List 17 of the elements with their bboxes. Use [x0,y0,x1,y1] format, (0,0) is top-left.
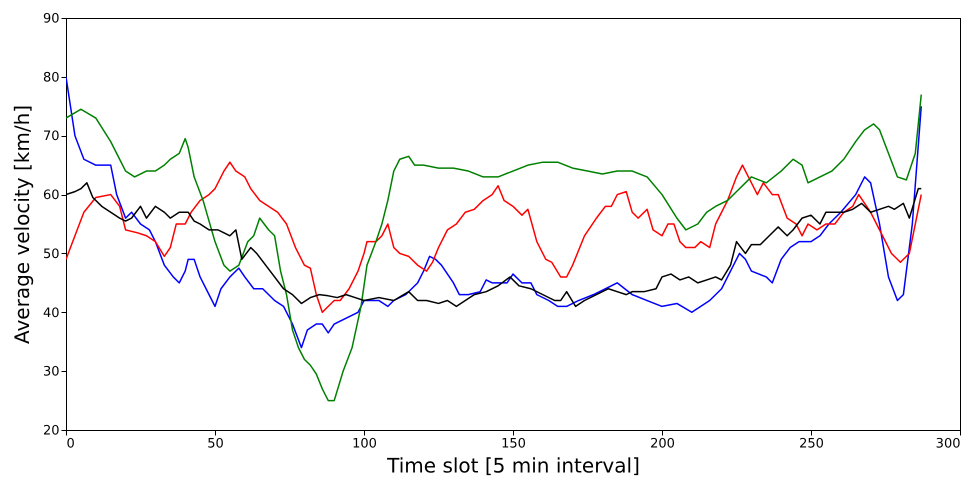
x-tick-label: 100 [352,436,377,452]
x-tick-label: 0 [66,436,75,452]
y-tick-label: 50 [42,246,60,262]
y-axis-title: Average velocity [km/h] [10,104,34,344]
y-tick-label: 20 [42,424,60,438]
y-tick-label: 80 [42,70,60,86]
y-tick-label: 90 [42,12,60,26]
y-tick-label: 70 [42,129,60,144]
y-tick-label: 40 [42,306,60,321]
x-tick-label: 300 [936,436,960,452]
y-tick-label: 60 [42,188,60,204]
x-tick-label: 200 [650,436,675,452]
x-axis-title: Time slot [5 min interval] [386,454,640,478]
y-tick-label: 30 [42,364,60,380]
x-tick-label: 250 [799,436,824,452]
x-tick-label: 50 [207,436,224,452]
x-tick-label: 150 [501,436,526,452]
